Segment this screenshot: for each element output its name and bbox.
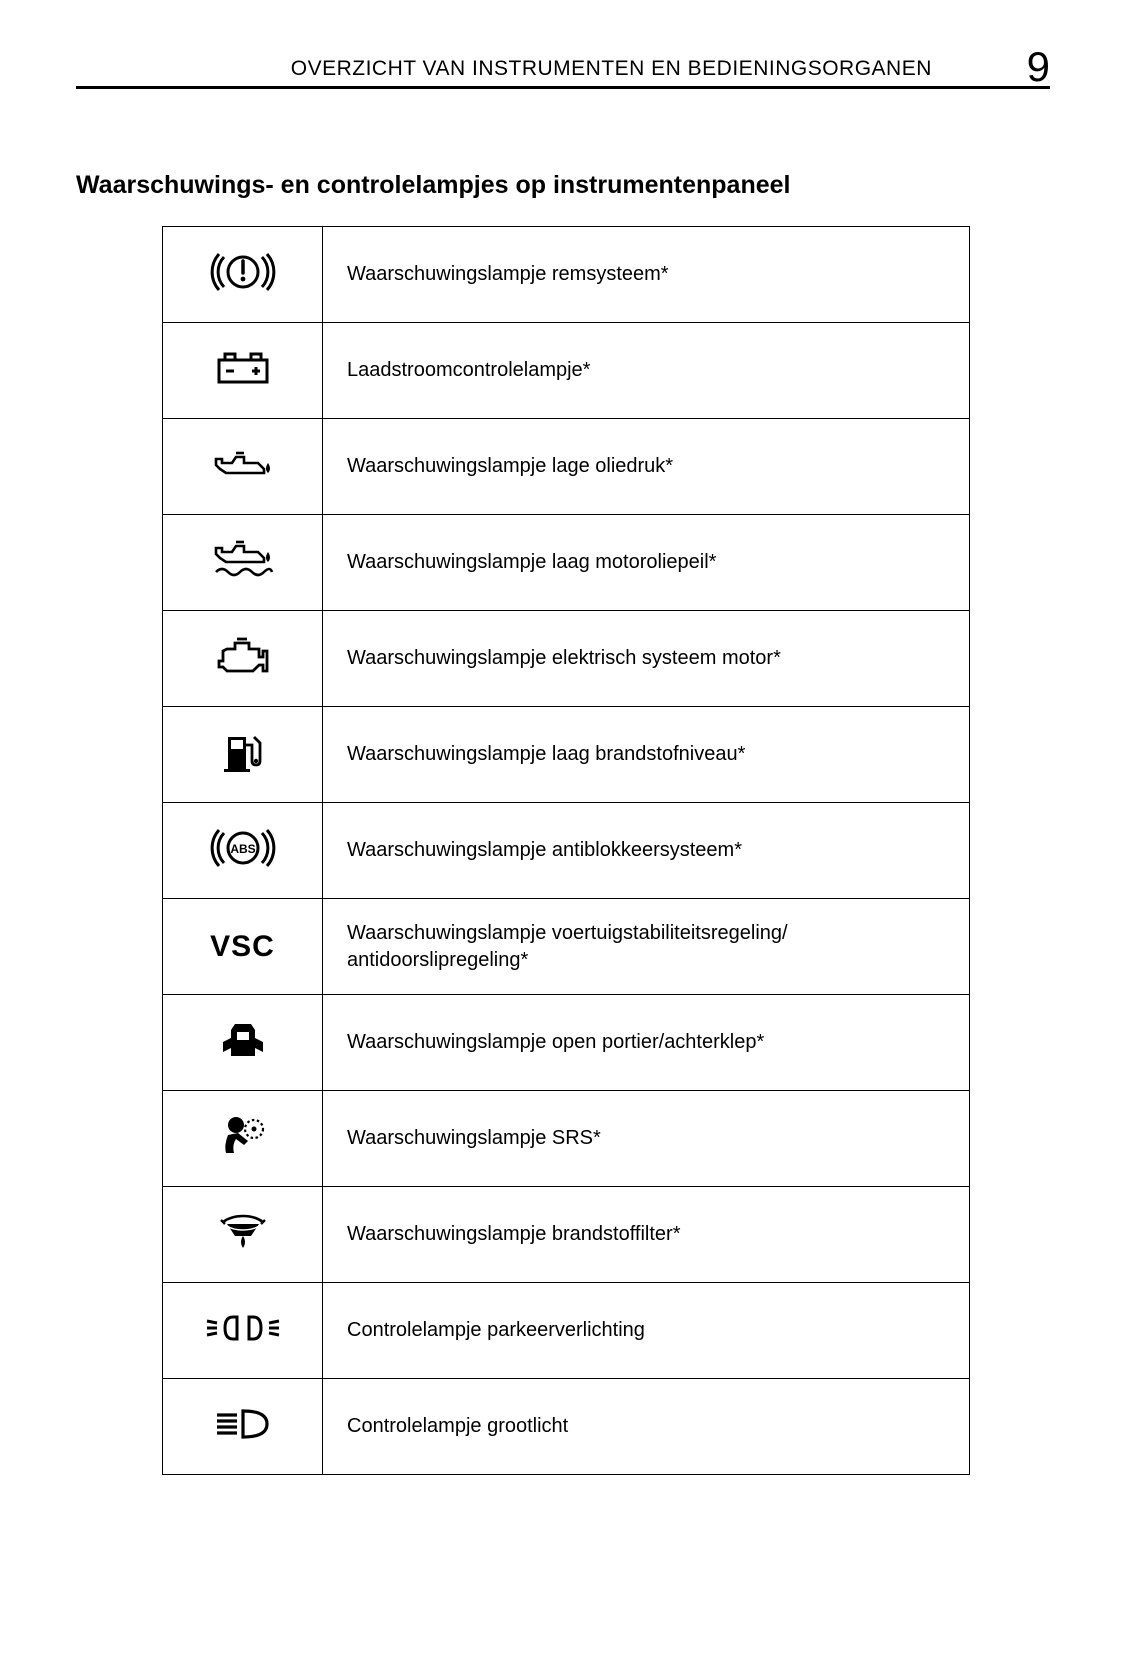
table-row: Controlelampje parkeerverlichting (163, 1283, 970, 1379)
icon-cell: VSC (163, 899, 323, 995)
battery-icon (215, 350, 271, 386)
section-title: Waarschuwings- en controlelampjes op ins… (76, 171, 1050, 200)
vsc-icon: VSC (210, 930, 275, 963)
table-row: Waarschuwingslampje SRS* (163, 1091, 970, 1187)
desc-cell: Waarschuwingslampje lage oliedruk* (323, 419, 970, 515)
desc-cell: Waarschuwingslampje laag brandstofniveau… (323, 707, 970, 803)
table-row: Waarschuwingslampje remsysteem* (163, 227, 970, 323)
desc-cell: Waarschuwingslampje open portier/achterk… (323, 995, 970, 1091)
table-row: Waarschuwingslampje elektrisch systeem m… (163, 611, 970, 707)
warning-lights-table: Waarschuwingslampje remsysteem* Laadstro… (162, 226, 970, 1475)
desc-cell: Waarschuwingslampje elektrisch systeem m… (323, 611, 970, 707)
icon-cell (163, 995, 323, 1091)
desc-cell: Laadstroomcontrolelampje* (323, 323, 970, 419)
desc-cell: Controlelampje grootlicht (323, 1379, 970, 1475)
table-row: Controlelampje grootlicht (163, 1379, 970, 1475)
table-row: Laadstroomcontrolelampje* (163, 323, 970, 419)
table-row: Waarschuwingslampje laag brandstofniveau… (163, 707, 970, 803)
desc-cell: Waarschuwingslampje remsysteem* (323, 227, 970, 323)
icon-cell (163, 1283, 323, 1379)
icon-cell: ABS (163, 803, 323, 899)
icon-cell (163, 1091, 323, 1187)
desc-cell: Waarschuwingslampje brandstoffilter* (323, 1187, 970, 1283)
high-beam-icon (213, 1407, 273, 1441)
icon-cell (163, 1379, 323, 1475)
table-row: Waarschuwingslampje laag motoroliepeil* (163, 515, 970, 611)
engine-icon (215, 637, 271, 675)
page-header: OVERZICHT VAN INSTRUMENTEN EN BEDIENINGS… (76, 40, 1050, 89)
table-row: ABS Waarschuwingslampje antiblokkeersyst… (163, 803, 970, 899)
desc-cell: Controlelampje parkeerverlichting (323, 1283, 970, 1379)
icon-cell (163, 1187, 323, 1283)
fuel-icon (222, 731, 264, 773)
page-number: 9 (1027, 46, 1050, 88)
oil-level-icon (210, 540, 276, 580)
desc-cell: Waarschuwingslampje antiblokkeersysteem* (323, 803, 970, 899)
fuel-filter-icon (217, 1212, 269, 1252)
desc-cell: Waarschuwingslampje laag motoroliepeil* (323, 515, 970, 611)
table-row: VSC Waarschuwingslampje voertuigstabilit… (163, 899, 970, 995)
icon-cell (163, 707, 323, 803)
brake-warning-icon (210, 251, 276, 293)
icon-cell (163, 227, 323, 323)
table-row: Waarschuwingslampje lage oliedruk* (163, 419, 970, 515)
srs-airbag-icon (218, 1115, 268, 1157)
icon-cell (163, 419, 323, 515)
abs-icon: ABS (210, 827, 276, 869)
desc-cell: Waarschuwingslampje SRS* (323, 1091, 970, 1187)
table-row: Waarschuwingslampje brandstoffilter* (163, 1187, 970, 1283)
svg-text:ABS: ABS (230, 842, 255, 856)
oil-pressure-icon (210, 449, 276, 479)
door-open-icon (221, 1018, 265, 1062)
desc-cell: Waarschuwingslampje voertuigstabiliteits… (323, 899, 970, 995)
table-row: Waarschuwingslampje open portier/achterk… (163, 995, 970, 1091)
icon-cell (163, 515, 323, 611)
header-title: OVERZICHT VAN INSTRUMENTEN EN BEDIENINGS… (76, 57, 1027, 81)
icon-cell (163, 611, 323, 707)
icon-cell (163, 323, 323, 419)
parking-light-icon (203, 1311, 283, 1345)
